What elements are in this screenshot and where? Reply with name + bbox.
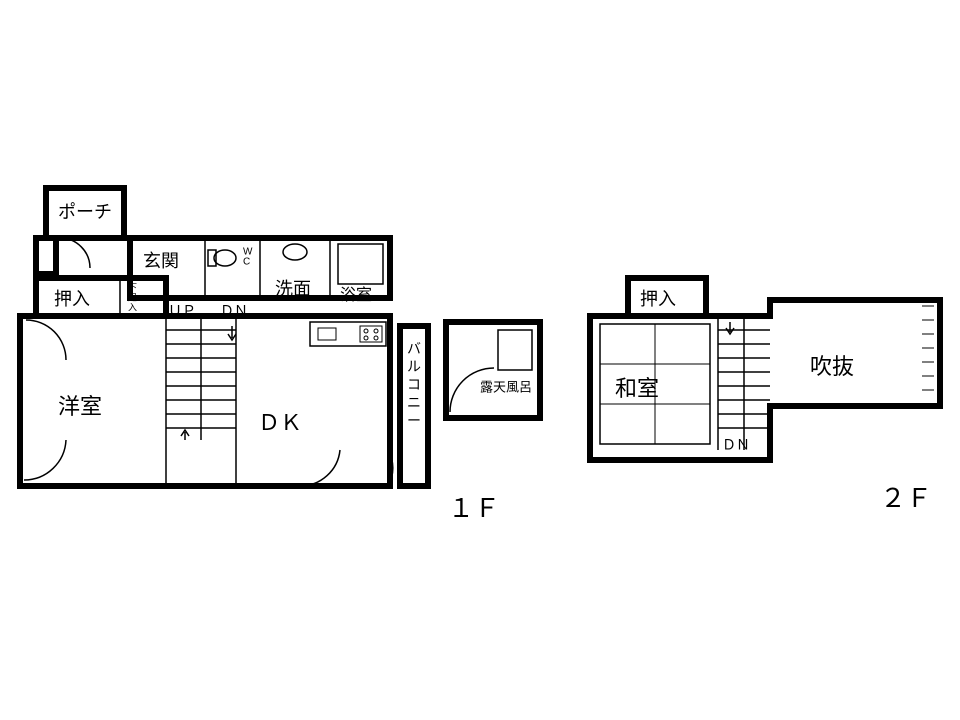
sink-icon — [283, 244, 307, 260]
youshitsu-label: 洋室 — [58, 394, 102, 419]
geso-1: 下 — [128, 282, 137, 292]
balcony-4: ニ — [407, 395, 421, 411]
balcony-5: ー — [407, 413, 421, 429]
stove-icon — [360, 326, 382, 342]
dn2-arrow-icon — [726, 322, 734, 334]
roten-tub-icon — [498, 330, 532, 370]
kitchen-sink-icon — [318, 328, 336, 340]
floor2-label: ２Ｆ — [880, 483, 932, 513]
dn-arrow-icon — [228, 326, 236, 340]
stairs-1f — [166, 316, 236, 486]
up-label: ＵＰ — [168, 303, 196, 319]
yokushitsu-label: 浴室 — [340, 286, 372, 304]
wc-label-c: C — [243, 257, 250, 268]
porch-door-arc — [60, 238, 90, 268]
porch-step — [36, 238, 56, 274]
floor-plan-diagram: ポーチ 玄関 W C 洗面 浴室 押入 下 足 入 洋室 ＵＰ ＤＮ ＤＫ バ … — [0, 0, 960, 720]
door-arc-2 — [24, 440, 66, 480]
genkan-label: 玄関 — [143, 251, 179, 271]
tub-icon — [338, 244, 383, 284]
dn2-label: ＤＮ — [722, 437, 750, 453]
dn-label: ＤＮ — [220, 303, 248, 319]
porch-label: ポーチ — [58, 202, 112, 222]
geso-3: 入 — [128, 302, 137, 312]
oshiire1-label: 押入 — [54, 289, 90, 309]
door-arc-1 — [26, 320, 66, 360]
balcony-2: ル — [407, 359, 421, 375]
floor1-label: １Ｆ — [448, 493, 500, 523]
dk-label: ＤＫ — [258, 410, 302, 435]
washitsu-label: 和室 — [615, 376, 659, 401]
toilet-tank-icon — [208, 250, 216, 266]
void-hatch — [922, 306, 934, 390]
roten-label: 露天風呂 — [480, 379, 532, 394]
balcony-1: バ — [407, 341, 421, 357]
senmen-label: 洗面 — [275, 279, 311, 299]
toilet-icon — [214, 250, 236, 266]
stairs-2f — [718, 316, 770, 450]
fukinuke-label: 吹抜 — [810, 354, 854, 379]
door-arc-3 — [300, 450, 340, 486]
oshiire2-label: 押入 — [640, 289, 676, 309]
geso-2: 足 — [128, 292, 137, 302]
up-arrow-icon — [181, 430, 189, 440]
balcony-3: コ — [407, 377, 421, 393]
